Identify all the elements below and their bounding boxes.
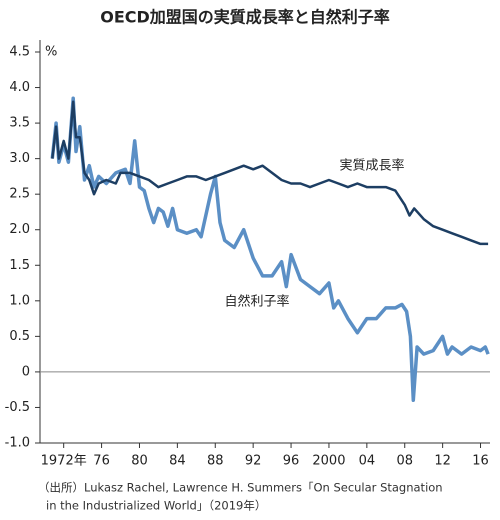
y-tick-label: 2.0 [9, 222, 30, 237]
y-tick-label: 0 [22, 364, 30, 379]
source-line: in the Industrialized World」（2019年） [46, 499, 266, 513]
x-tick-label: 92 [245, 454, 262, 469]
y-tick-label: -0.5 [5, 400, 30, 415]
x-tick-label: 88 [207, 454, 224, 469]
x-tick-label: 96 [283, 454, 300, 469]
series-line [51, 100, 489, 246]
x-tick-label: 2000 [312, 454, 345, 469]
x-tick-label: 08 [396, 454, 413, 469]
y-tick-label: 3.5 [9, 116, 30, 131]
y-tick-label: 4.0 [9, 80, 30, 95]
x-tick-label: 1972年 [41, 454, 87, 469]
source-line: （出所）Lukasz Rachel, Lawrence H. Summers「O… [38, 481, 443, 495]
y-tick-label: 1.5 [9, 258, 30, 273]
x-tick-label: 12 [434, 454, 451, 469]
y-tick-label: 1.0 [9, 293, 30, 308]
x-tick-label: 84 [169, 454, 186, 469]
x-tick-label: 76 [93, 454, 110, 469]
x-tick-label: 04 [359, 454, 376, 469]
y-tick-label: 0.5 [9, 329, 30, 344]
x-tick-label: 80 [131, 454, 148, 469]
series-label: 実質成長率 [339, 158, 404, 174]
y-tick-label: -1.0 [5, 436, 30, 451]
x-tick-label: 16 [472, 454, 489, 469]
y-tick-label: 3.0 [9, 151, 30, 166]
chart-title: OECD加盟国の実質成長率と自然利子率 [100, 8, 390, 27]
series-label: 自然利子率 [224, 294, 289, 310]
y-tick-label: 4.5 [9, 45, 30, 60]
y-unit: % [45, 45, 57, 60]
y-tick-label: 2.5 [9, 187, 30, 202]
series-line [50, 96, 490, 403]
